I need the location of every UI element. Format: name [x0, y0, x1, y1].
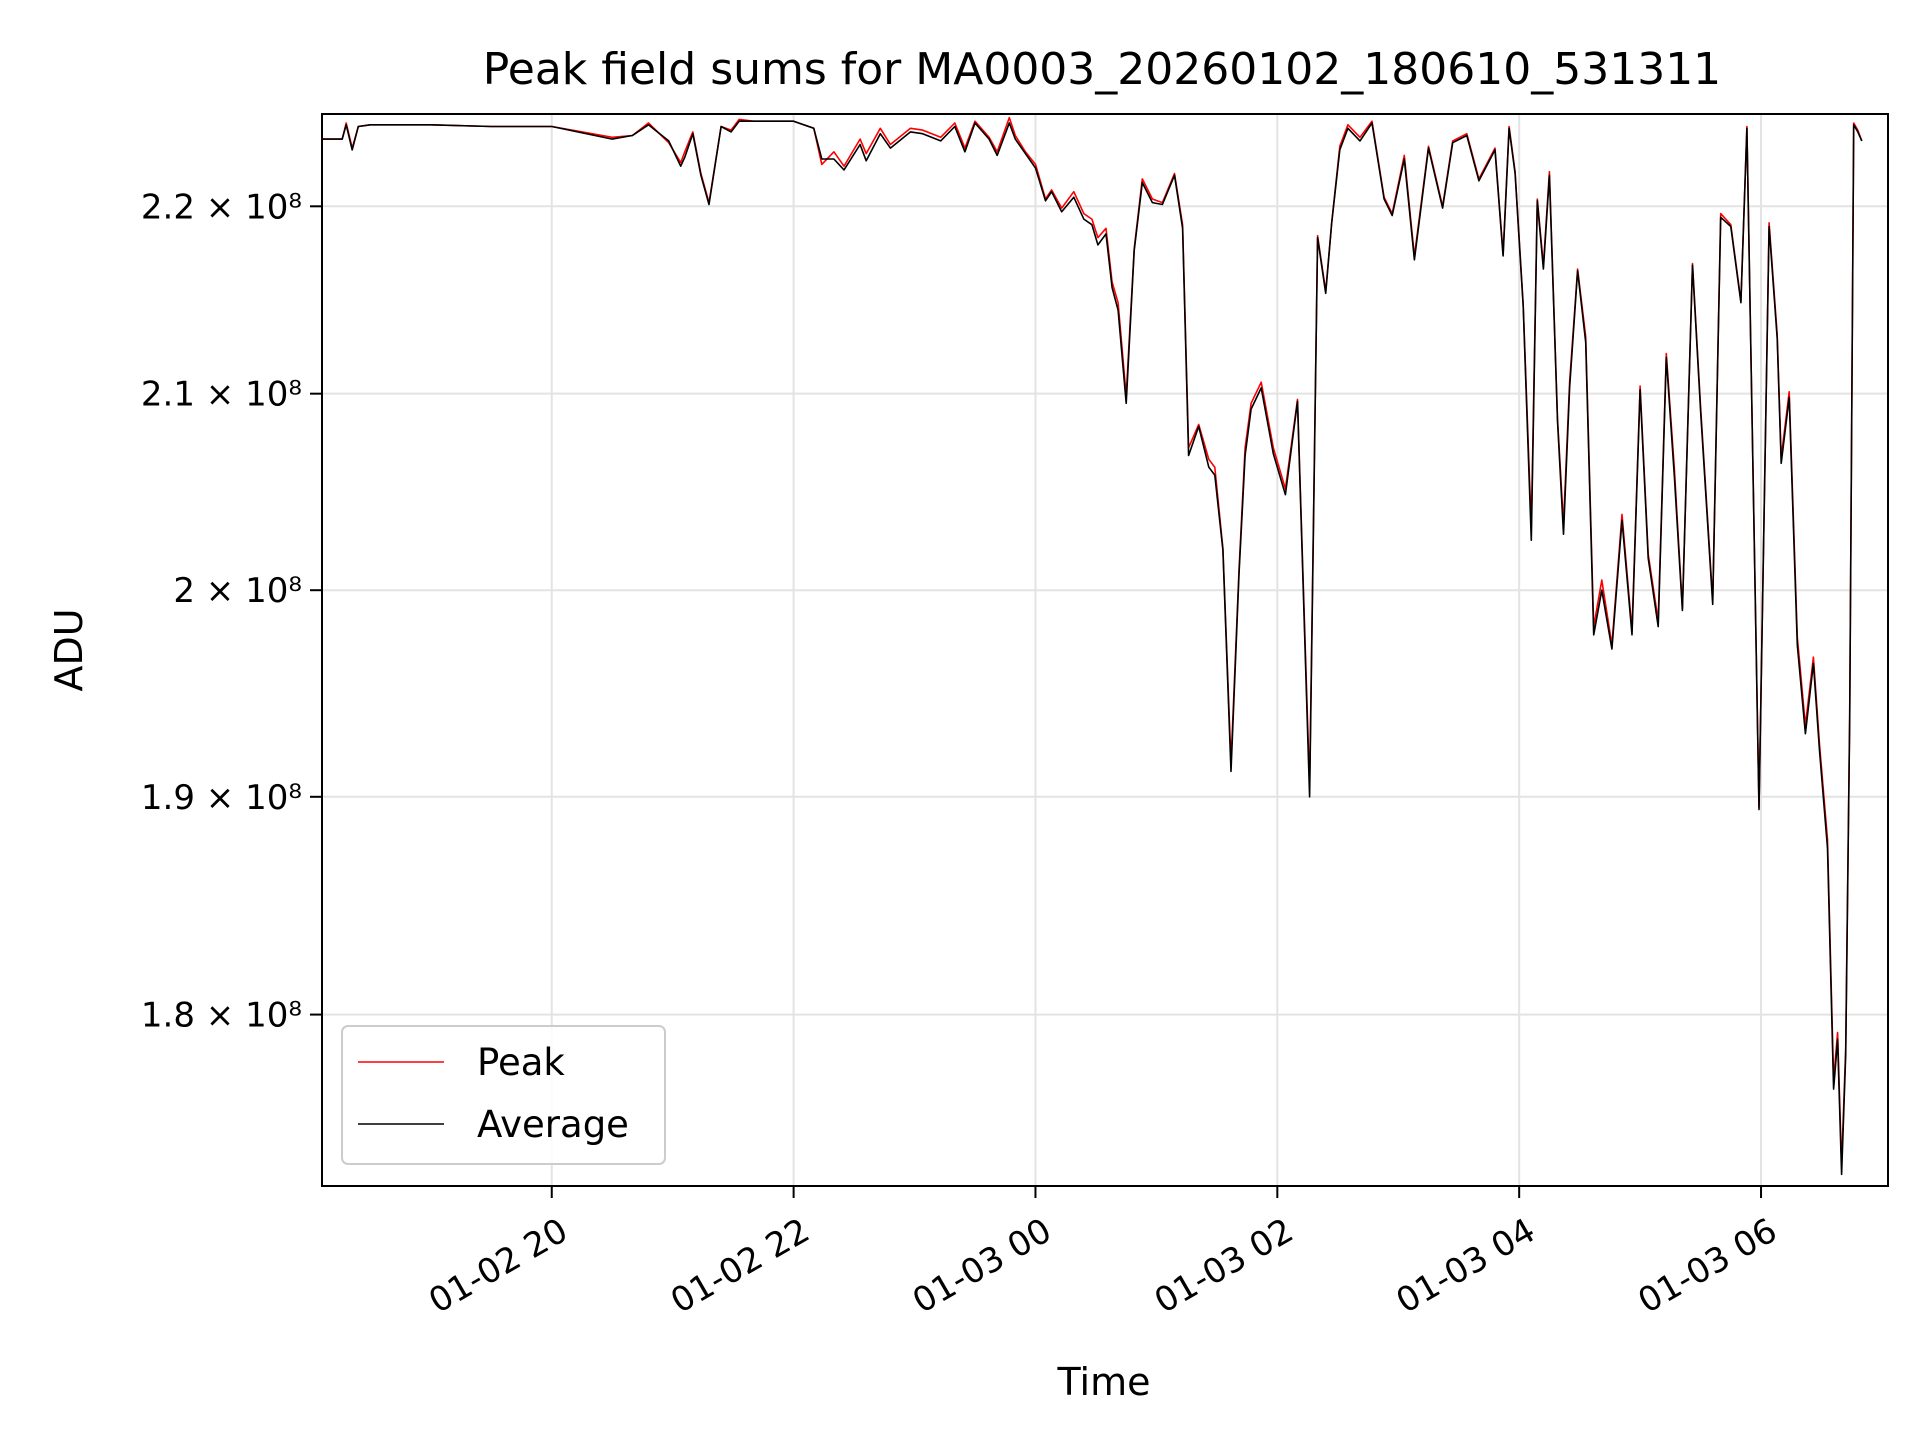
- legend-label-peak: Peak: [477, 1041, 565, 1084]
- legend: Peak Average: [341, 1025, 666, 1165]
- x-tick-label: 01-03 02: [1148, 1211, 1300, 1322]
- legend-label-average: Average: [477, 1103, 629, 1146]
- x-tick-label: 01-03 04: [1390, 1211, 1542, 1322]
- x-tick-label: 01-03 00: [906, 1211, 1058, 1322]
- x-axis-label: Time: [1057, 1360, 1151, 1404]
- y-axis-label: ADU: [47, 608, 91, 691]
- y-tick-label: 1.8 × 10⁸: [141, 996, 302, 1036]
- chart-title: Peak field sums for MA0003_20260102_1806…: [483, 44, 1721, 95]
- x-tick-label: 01-02 20: [422, 1211, 574, 1322]
- series-line-peak: [322, 116, 1863, 1166]
- y-tick-label: 2.2 × 10⁸: [141, 187, 302, 227]
- x-tick-label: 01-02 22: [664, 1211, 816, 1322]
- series-line-average: [322, 120, 1863, 1176]
- legend-box: [341, 1025, 666, 1165]
- y-tick-label: 2 × 10⁸: [173, 571, 302, 611]
- plot-area: [321, 113, 1889, 1187]
- y-tick-label: 2.1 × 10⁸: [141, 375, 302, 415]
- y-tick-label: 1.9 × 10⁸: [141, 778, 302, 818]
- series-lines: [322, 116, 1863, 1176]
- x-tick-label: 01-03 06: [1632, 1211, 1784, 1322]
